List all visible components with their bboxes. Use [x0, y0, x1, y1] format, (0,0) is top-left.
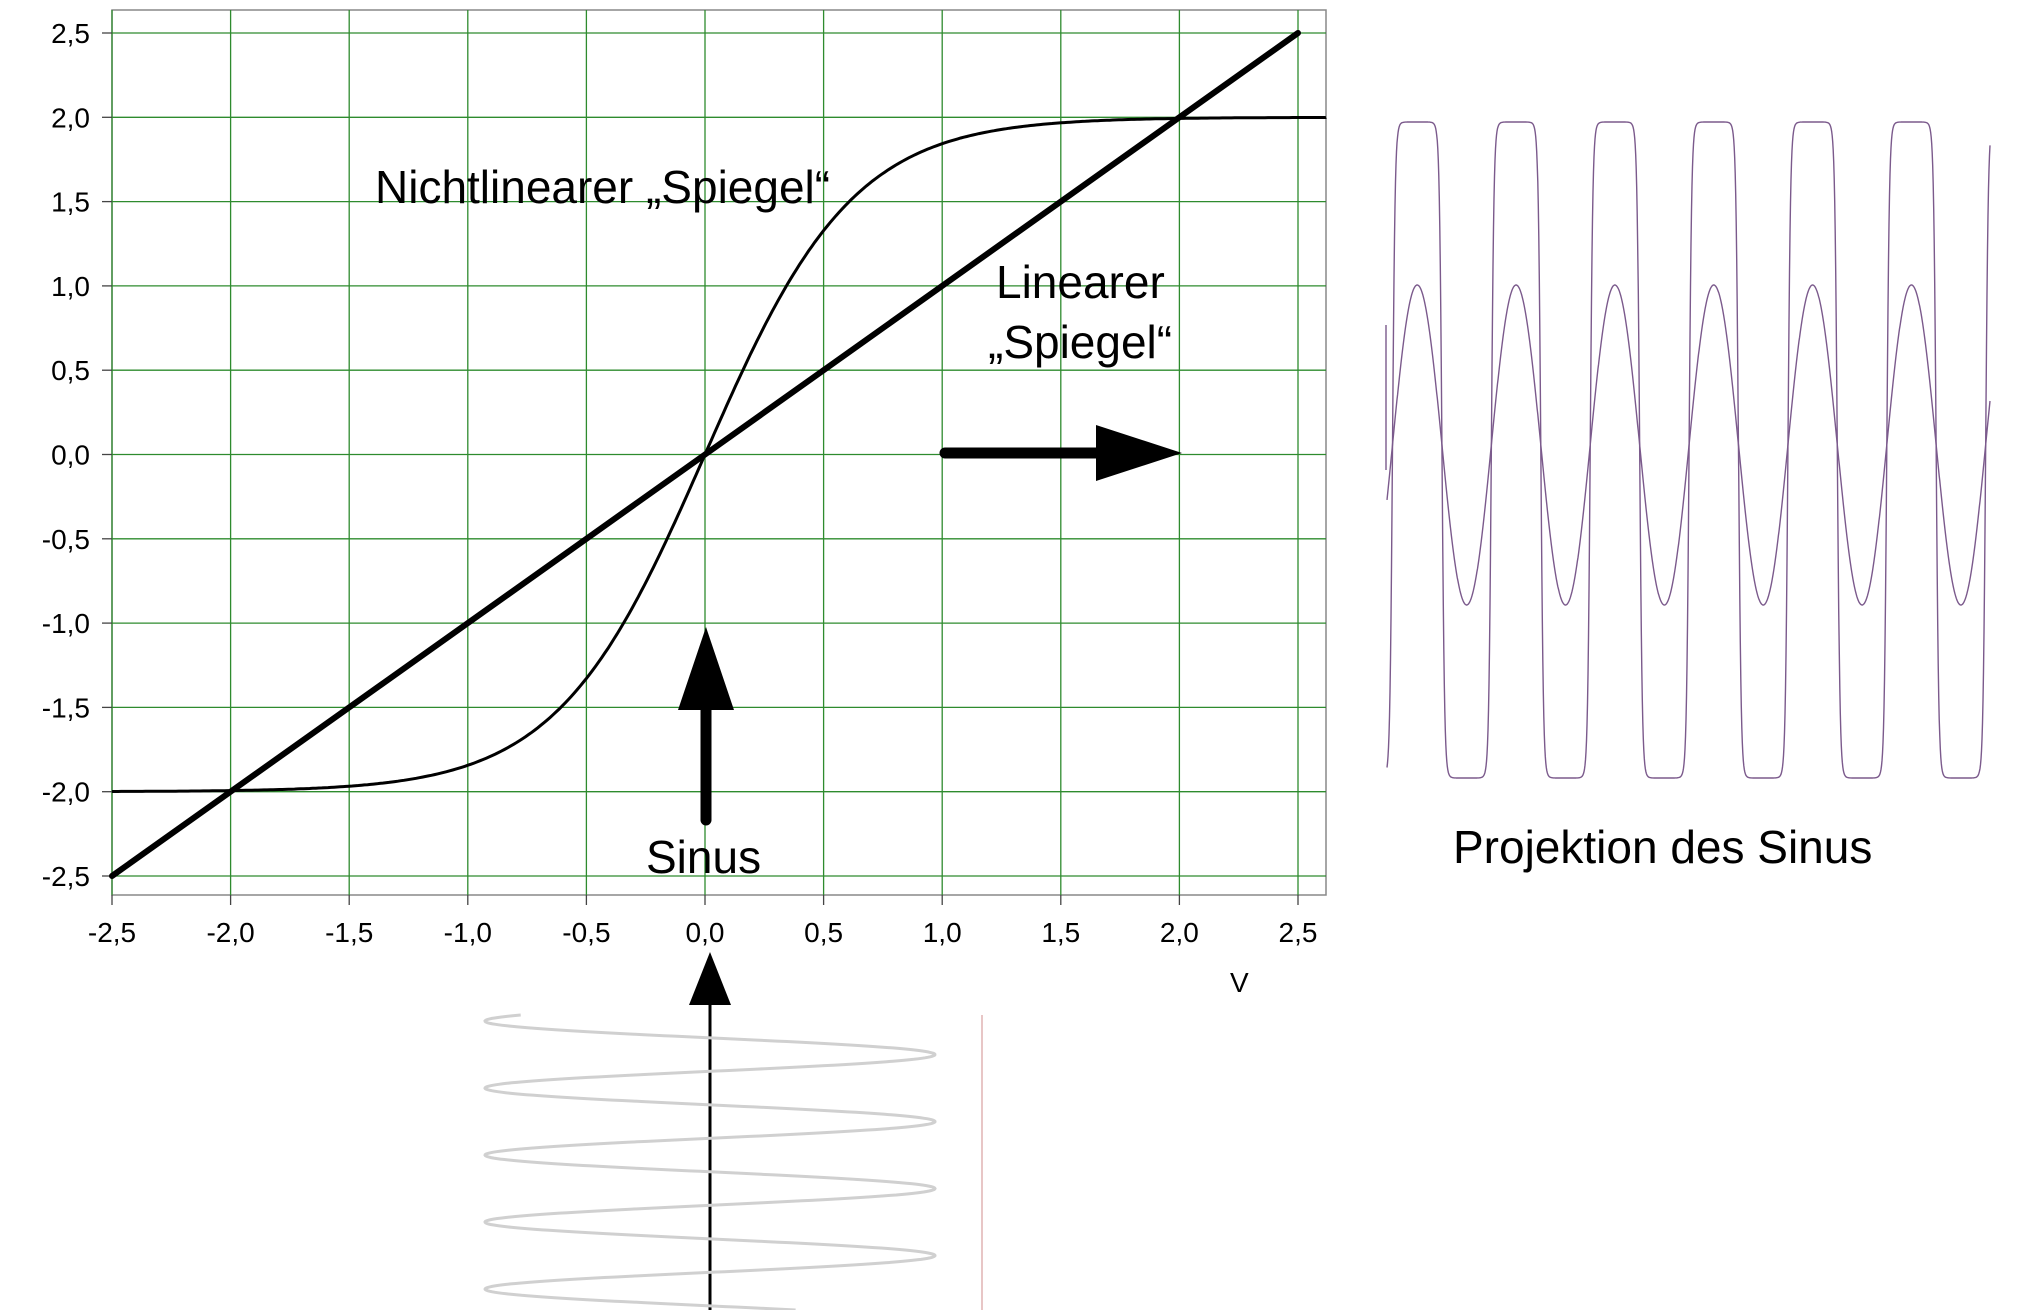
- y-tick-label: 2,0: [51, 102, 90, 133]
- x-axis: -2,5 -2,0 -1,5 -1,0 -0,5 0,0 0,5 1,0 1,5 2,0 2,5: [88, 895, 1318, 948]
- x-tick-label: 1,0: [923, 917, 962, 948]
- input-sine-curve: [483, 1013, 937, 1310]
- x-tick-label: 0,5: [804, 917, 843, 948]
- y-tick-label: 1,5: [51, 187, 90, 218]
- linear-mirror-line: [109, 30, 1301, 879]
- x-tick-label: -2,0: [206, 917, 254, 948]
- y-tick-label: 2,5: [51, 18, 90, 49]
- y-tick-label: 0,5: [51, 355, 90, 386]
- y-tick-label: -1,0: [42, 608, 90, 639]
- projected-nonlinear-wave: [1386, 121, 1991, 779]
- y-tick-label: -2,5: [42, 861, 90, 892]
- projected-linear-sine: [1386, 284, 1991, 606]
- x-tick-label: 1,5: [1041, 917, 1080, 948]
- x-tick-label: -0,5: [562, 917, 610, 948]
- x-tick-label: -1,5: [325, 917, 373, 948]
- y-tick-label: 1,0: [51, 271, 90, 302]
- input-sine-arrow: [689, 952, 731, 1310]
- y-tick-label: -2,0: [42, 777, 90, 808]
- nonlinear-mirror-label: Nichtlinearer „Spiegel“: [375, 161, 830, 213]
- projection-label: Projektion des Sinus: [1453, 821, 1872, 873]
- y-tick-label: -1,5: [42, 692, 90, 723]
- x-tick-label: -1,0: [444, 917, 492, 948]
- y-axis: 2,5 2,0 1,5 1,0 0,5 0,0 -0,5 -1,0 -1,5 -2,0 -2,5: [42, 18, 112, 892]
- y-tick-label: -0,5: [42, 524, 90, 555]
- x-tick-label: -2,5: [88, 917, 136, 948]
- linear-mirror-label-line1: Linearer: [996, 256, 1165, 308]
- x-tick-label: 2,0: [1160, 917, 1199, 948]
- projection-waves: [1385, 121, 1991, 779]
- input-sine-wave: [483, 1013, 937, 1310]
- x-axis-label: V: [1230, 967, 1249, 998]
- x-tick-label: 2,5: [1279, 917, 1318, 948]
- x-tick-label: 0,0: [686, 917, 725, 948]
- linear-mirror-label-line2: „Spiegel“: [988, 316, 1172, 368]
- output-arrow-right: [939, 425, 1182, 481]
- curves: [109, 30, 1327, 879]
- nonlinear-mirror-curve: [112, 116, 1327, 793]
- input-arrow-up: [678, 627, 734, 826]
- y-tick-label: 0,0: [51, 440, 90, 471]
- sinus-label: Sinus: [646, 831, 761, 883]
